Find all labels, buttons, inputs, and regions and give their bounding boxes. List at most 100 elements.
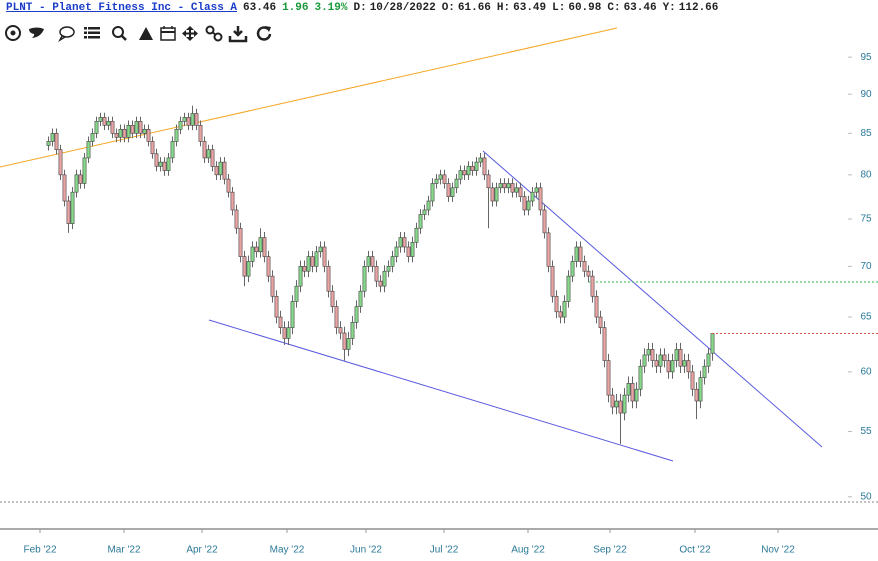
candle-body [110,121,115,134]
candle-body [58,149,63,176]
candle-body [614,400,619,408]
candle-body [50,133,55,142]
candle-body [282,327,287,339]
candle-body [202,141,207,159]
y-tick-label: 65 [860,312,872,323]
candle-body [598,316,603,328]
candle-body [210,149,215,167]
candle-body [94,121,99,134]
candle-body [166,157,171,171]
candle-body [642,354,647,367]
candle-body [542,209,547,234]
candle-body [262,237,267,257]
candle-body [330,290,335,307]
symbol-link[interactable]: PLNT - Planet Fitness Inc - Class A [6,2,238,14]
candle-body [606,360,611,396]
candle-body [474,161,479,171]
candle-body [622,394,627,414]
tool-icon[interactable] [205,25,223,42]
candle-body [678,349,683,367]
candle-body [162,161,167,171]
open: 61.66 [457,2,491,14]
candle-body [70,191,75,224]
y-tick-label: 55 [860,426,872,437]
candle-body [350,322,355,339]
candle-body [554,296,559,313]
candle-body [454,178,459,189]
candle-body [422,209,427,215]
candle-body [650,349,655,361]
trend-line [0,27,618,168]
tool-icon[interactable] [29,27,44,39]
candle-body [546,232,551,267]
candle-body [234,209,239,229]
candle-body [334,306,339,328]
candle-body [418,214,423,229]
candle-body [150,141,155,155]
candle-body [562,301,567,318]
candle-body [318,246,323,253]
x-tick-label: Sep '22 [593,545,627,556]
change: 1.96 [282,2,309,14]
candle-body [290,301,295,328]
candle-body [106,121,111,126]
x-tick-label: Nov '22 [761,545,795,556]
candle-body [174,129,179,142]
candle-body [638,365,643,390]
candle-body [570,261,575,277]
candle-body [154,153,159,167]
tool-icon[interactable] [182,26,198,41]
tool-icon[interactable] [58,26,75,42]
trend-line [208,319,674,462]
x-tick-label: Jul '22 [430,545,459,556]
candle-body [406,246,411,257]
low: 60.98 [568,2,602,14]
candle-body [266,256,271,277]
tool-icon[interactable] [5,25,21,41]
label: L: [552,2,566,14]
tool-icon[interactable] [84,27,100,39]
candle-body [462,170,467,176]
candle-body [526,200,531,211]
candle-body [186,117,191,126]
candle-body [142,129,147,134]
candle-body [426,200,431,211]
candle-body [126,125,131,138]
candle-body [46,141,51,146]
candle-body [62,174,67,202]
candle-body [550,266,555,297]
candle-body [630,383,635,402]
candle-body [258,237,263,253]
candle-body [602,327,607,361]
candle-body [358,290,363,307]
candle-body [242,256,247,277]
candle-body [466,166,471,176]
candle-body [558,311,563,318]
candle-body [254,246,259,253]
candle-body [322,246,327,267]
candle-body [530,191,535,202]
tool-icon[interactable] [160,26,176,41]
candle-body [590,275,595,297]
tool-icon[interactable] [228,26,248,43]
tool-icon[interactable] [112,26,127,41]
candle-body [114,133,119,138]
tool-icon[interactable] [139,27,153,40]
candle-body [170,141,175,159]
candle-body [222,161,227,180]
candle-body [338,327,343,334]
candle-body [410,241,415,257]
candle-body [90,133,95,142]
candle-body [446,183,451,197]
candle-body [214,166,219,176]
candle-body [66,200,71,224]
label: O: [441,2,455,14]
candle-body [230,191,235,211]
candle-body [494,187,499,202]
tool-icon[interactable] [256,26,272,41]
candle-body [502,183,507,189]
candle-body [610,394,615,408]
candle-body [226,178,231,193]
candle-body [390,256,395,267]
candle-body [646,349,651,356]
